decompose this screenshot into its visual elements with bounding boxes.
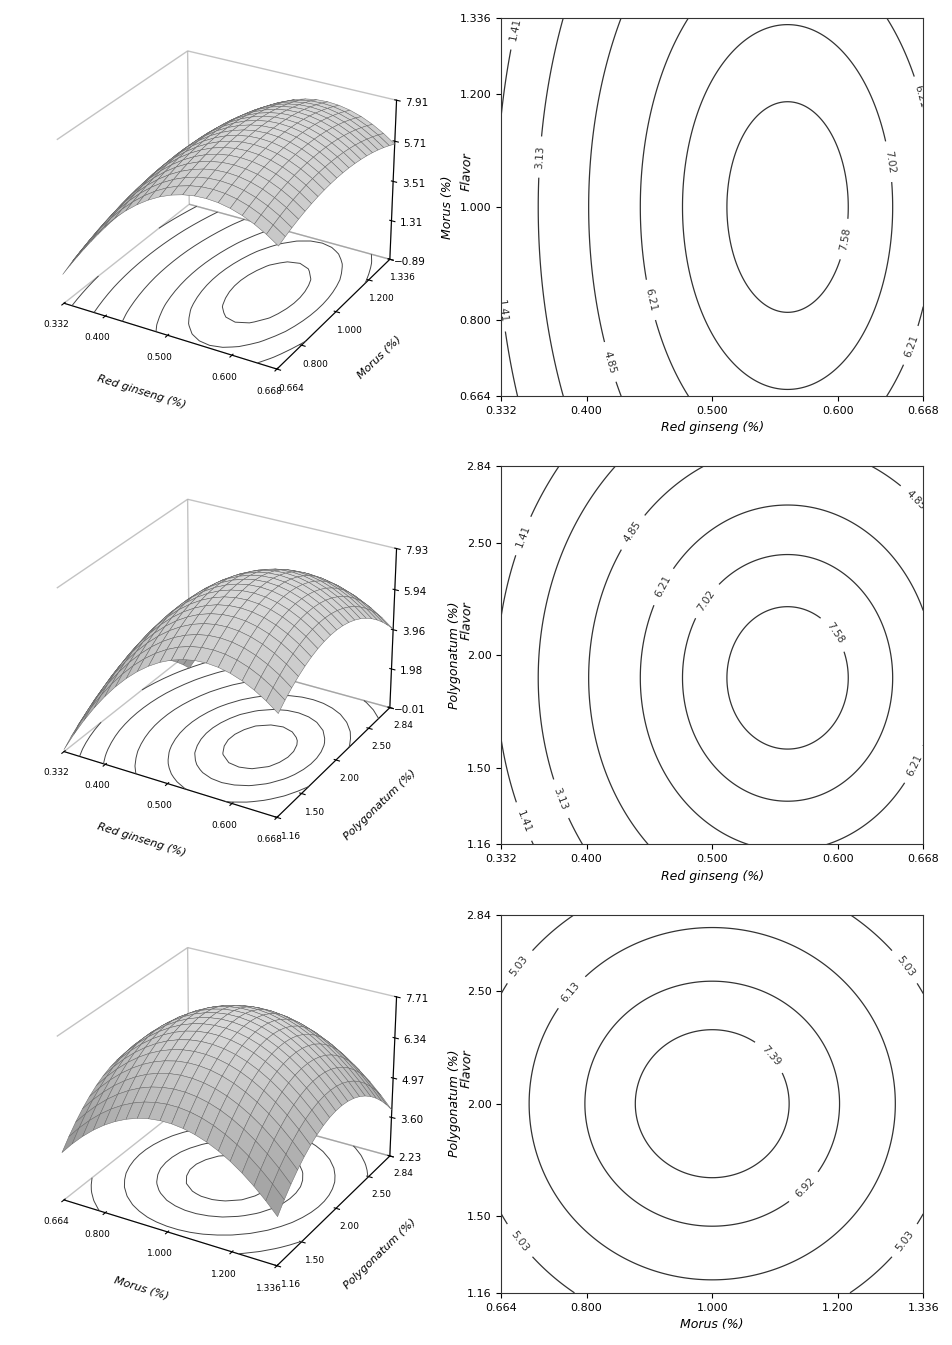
Text: 6.21: 6.21 [911, 83, 927, 109]
X-axis label: Morus (%): Morus (%) [112, 1275, 169, 1302]
Y-axis label: Polygonatum (%): Polygonatum (%) [342, 768, 417, 842]
Text: 4.85: 4.85 [903, 488, 927, 511]
Text: 6.13: 6.13 [559, 979, 582, 1003]
Text: 7.39: 7.39 [759, 1044, 782, 1068]
Text: 5.03: 5.03 [507, 1229, 529, 1254]
Text: 5.03: 5.03 [893, 954, 915, 979]
Text: 4.85: 4.85 [602, 350, 617, 374]
Text: 1.41: 1.41 [496, 299, 508, 323]
X-axis label: Red ginseng (%): Red ginseng (%) [660, 421, 763, 434]
Text: 1.41: 1.41 [513, 523, 531, 549]
Text: 5.03: 5.03 [893, 1229, 915, 1254]
Text: 6.21: 6.21 [902, 334, 919, 358]
Y-axis label: Morus (%): Morus (%) [441, 175, 454, 239]
Text: 6.21: 6.21 [904, 752, 923, 777]
Y-axis label: Polygonatum (%): Polygonatum (%) [447, 601, 461, 709]
Text: 3.13: 3.13 [533, 145, 545, 169]
Y-axis label: Polygonatum (%): Polygonatum (%) [342, 1216, 417, 1291]
X-axis label: Red ginseng (%): Red ginseng (%) [95, 374, 187, 410]
Y-axis label: Polygonatum (%): Polygonatum (%) [447, 1050, 461, 1158]
Text: 6.21: 6.21 [643, 288, 657, 312]
Text: 5.03: 5.03 [507, 954, 529, 979]
Text: 7.02: 7.02 [882, 149, 895, 174]
Text: 7.58: 7.58 [838, 227, 851, 252]
Text: 6.21: 6.21 [652, 574, 672, 599]
X-axis label: Red ginseng (%): Red ginseng (%) [660, 870, 763, 882]
Text: 1.41: 1.41 [507, 17, 522, 42]
Text: 1.41: 1.41 [514, 810, 532, 834]
Text: 7.58: 7.58 [823, 621, 844, 646]
X-axis label: Red ginseng (%): Red ginseng (%) [95, 822, 187, 858]
Text: 4.85: 4.85 [621, 519, 643, 545]
Text: 6.92: 6.92 [792, 1176, 816, 1200]
Text: 3.13: 3.13 [551, 787, 568, 811]
Y-axis label: Morus (%): Morus (%) [355, 334, 403, 381]
X-axis label: Morus (%): Morus (%) [680, 1318, 744, 1332]
Text: 7.02: 7.02 [695, 588, 716, 613]
